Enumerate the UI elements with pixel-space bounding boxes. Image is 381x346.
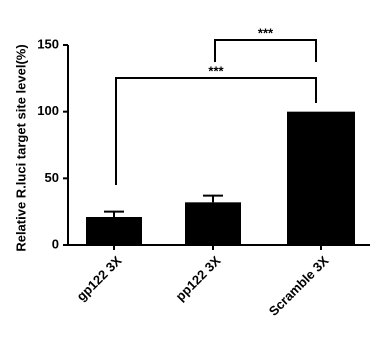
y-tick-label: 0 (52, 236, 59, 251)
significance-label: *** (258, 25, 274, 40)
x-tick-label: pp122 3X (173, 253, 224, 304)
significance-label: *** (208, 63, 224, 78)
y-axis-label: Relative R.luci target site level(%) (13, 44, 28, 251)
bar (185, 202, 241, 245)
y-tick-label: 100 (37, 103, 59, 118)
y-tick-label: 50 (45, 170, 59, 185)
bar (287, 111, 355, 246)
x-tick-label: gp122 3X (74, 253, 125, 304)
significance-bracket (214, 39, 317, 62)
significance-bracket (115, 77, 317, 185)
y-tick-label: 150 (37, 36, 59, 51)
bar (86, 217, 142, 245)
x-tick-label: Scramble 3X (266, 253, 332, 319)
